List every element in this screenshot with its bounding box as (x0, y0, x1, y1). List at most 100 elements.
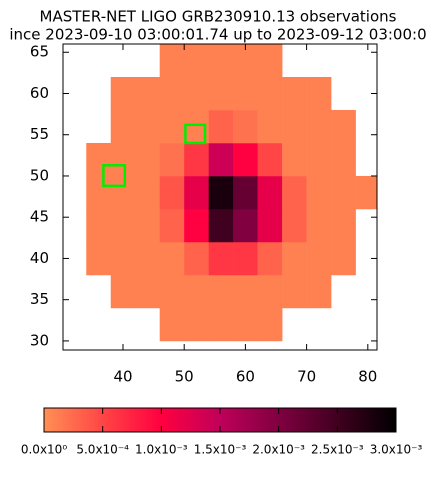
heat-cell (135, 142, 161, 177)
heat-cell (135, 109, 161, 144)
heat-cell (184, 241, 209, 276)
heat-cell (208, 109, 234, 144)
heat-cell (110, 175, 136, 210)
heat-cell (306, 175, 332, 210)
y-tick-label: 65 (30, 43, 49, 61)
y-tick-label: 45 (30, 208, 49, 226)
heat-cell (257, 274, 283, 309)
heat-cell (135, 175, 161, 210)
y-tick-label: 50 (30, 166, 49, 184)
heat-cell (159, 76, 185, 111)
colorbar-tick-label: 2.0x10⁻³ (252, 443, 305, 457)
heat-cell (208, 142, 234, 177)
heat-cell (184, 175, 209, 210)
y-tick-label: 30 (30, 331, 49, 349)
heat-cell (257, 76, 283, 111)
heat-cell (208, 208, 234, 243)
heat-cell (282, 208, 307, 243)
heat-cell (306, 208, 332, 243)
heat-cell (159, 208, 185, 243)
y-tick-label: 40 (30, 249, 49, 267)
heat-cell (135, 241, 161, 276)
heat-cell (233, 109, 258, 144)
heat-cell (110, 142, 136, 177)
heat-cell (306, 241, 332, 276)
heat-cell (159, 142, 185, 177)
heat-cell (208, 44, 234, 78)
heat-cell (110, 76, 136, 111)
heat-cell (110, 241, 136, 276)
plot-frame (62, 43, 378, 351)
heat-cell (233, 274, 258, 309)
heat-cell (282, 241, 307, 276)
x-tick-label: 60 (236, 368, 255, 386)
heat-cell (233, 175, 258, 210)
heat-cell (159, 109, 185, 144)
heat-cell (306, 142, 332, 177)
heat-cell (86, 241, 112, 276)
field-box (102, 163, 127, 188)
heat-cell (184, 274, 209, 309)
heat-cell (184, 307, 209, 342)
chart-title: MASTER-NET LIGO GRB230910.13 observation… (40, 8, 397, 26)
heat-cell (159, 241, 185, 276)
heat-cell (233, 208, 258, 243)
heat-cell (86, 208, 112, 243)
x-tick-label: 50 (175, 368, 194, 386)
colorbar-tick-label: 2.5x10⁻³ (311, 443, 364, 457)
x-tick-label: 70 (297, 368, 316, 386)
heat-cell (257, 109, 283, 144)
y-tick-label: 60 (30, 84, 49, 102)
heat-cell (184, 76, 209, 111)
heat-cell (208, 241, 234, 276)
chart-subtitle: ince 2023-09-10 03:00:01.74 up to 2023-0… (9, 26, 426, 44)
heat-cell (257, 307, 283, 342)
heat-cell (110, 208, 136, 243)
colorbar-tick-label: 3.0x10⁻³ (370, 443, 423, 457)
heat-cell (208, 76, 234, 111)
heat-cell (331, 175, 356, 210)
heat-cell (159, 175, 185, 210)
heat-cell (86, 175, 112, 210)
heat-cell (135, 76, 161, 111)
heat-cell (331, 208, 356, 243)
colorbar-tick-label: 1.0x10⁻³ (135, 443, 188, 457)
heat-cell (135, 274, 161, 309)
field-box (184, 123, 207, 145)
heat-cell (355, 175, 377, 210)
colorbar-tick-label: 1.5x10⁻³ (194, 443, 247, 457)
heat-cell (233, 241, 258, 276)
heat-cell (159, 307, 185, 342)
heat-cell (257, 241, 283, 276)
x-tick-label: 80 (358, 368, 377, 386)
heat-cell (257, 142, 283, 177)
heat-cell (233, 142, 258, 177)
y-tick-label: 35 (30, 290, 49, 308)
heat-cell (282, 274, 307, 309)
heat-cell (306, 109, 332, 144)
x-tick-label: 40 (113, 368, 132, 386)
heat-cell (331, 241, 356, 276)
colorbar-tick-label: 5.0x10⁻⁴ (76, 443, 129, 457)
heat-cell (331, 109, 356, 144)
heat-cell (233, 307, 258, 342)
heat-cell (282, 142, 307, 177)
heat-cell (208, 175, 234, 210)
heat-cell (110, 109, 136, 144)
heat-cell (306, 274, 332, 309)
heat-cell (184, 142, 209, 177)
heat-cell (306, 76, 332, 111)
heat-cell (184, 44, 209, 78)
heat-cell (233, 76, 258, 111)
heat-cell (135, 208, 161, 243)
heat-cell (331, 142, 356, 177)
heat-cell (282, 175, 307, 210)
heat-cell (159, 274, 185, 309)
heat-cell (159, 44, 185, 78)
heat-cell (282, 109, 307, 144)
heat-cell (282, 76, 307, 111)
colorbar-tick-label: 0.0x10⁰ (21, 443, 67, 457)
heat-cell (257, 44, 283, 78)
heat-cell (257, 208, 283, 243)
